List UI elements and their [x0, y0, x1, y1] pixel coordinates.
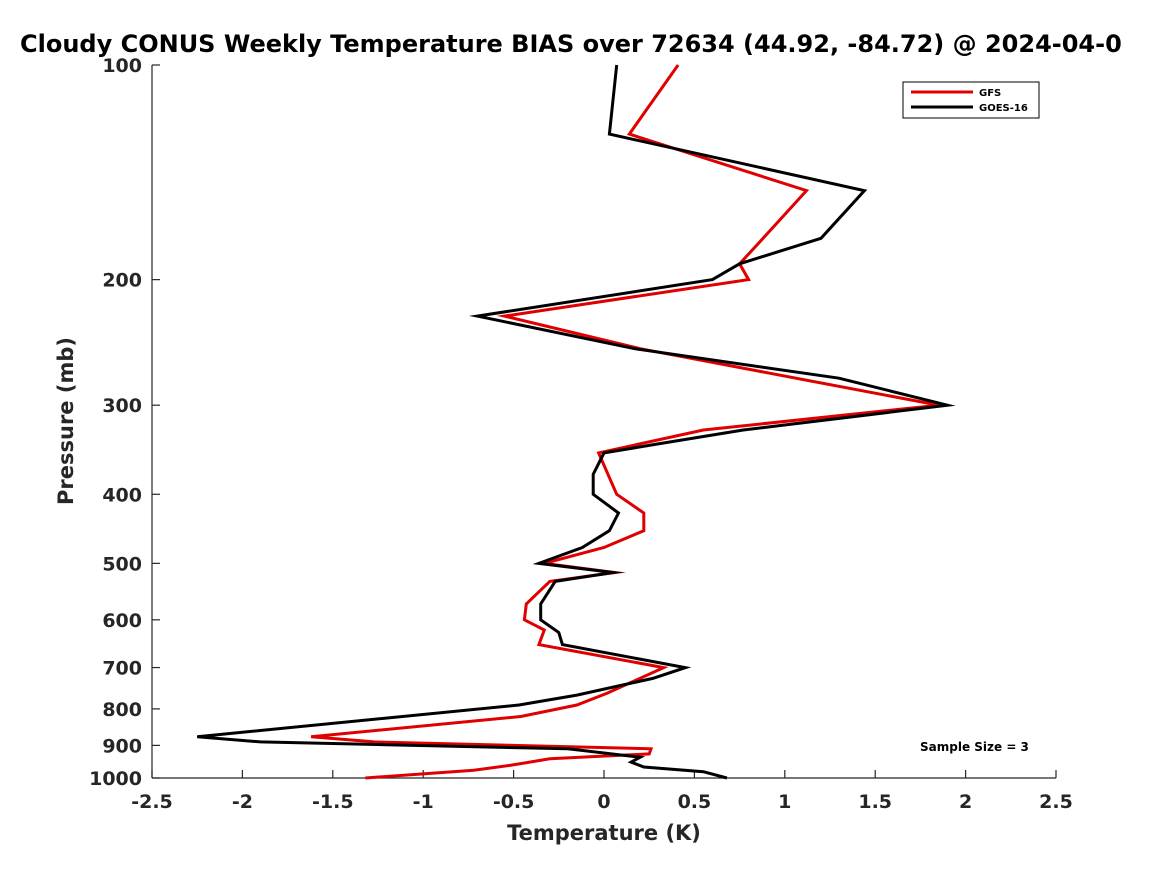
legend: GFS GOES-16	[902, 81, 1040, 119]
y-tick-label: 400	[102, 484, 142, 506]
y-axis-ticks: 100 200 300 400 500 600 700 800 900 1000	[89, 55, 160, 790]
legend-label-goes16: GOES-16	[979, 103, 1028, 114]
y-tick-label: 600	[102, 610, 142, 632]
x-tick-label: -0.5	[493, 791, 535, 813]
y-tick-label: 700	[102, 658, 142, 680]
x-tick-label: 1	[778, 791, 791, 813]
y-tick-label: 500	[102, 553, 142, 575]
plot-area: -2.5 -2 -1.5 -1 -0.5 0 0.5 1 1.5 2 2.5 100 200 300 40…	[89, 55, 1073, 813]
x-tick-label: -2	[232, 791, 253, 813]
legend-box	[902, 81, 1040, 119]
x-tick-label: -2.5	[131, 791, 173, 813]
sample-size-annotation: Sample Size = 3	[920, 740, 1029, 754]
x-tick-label: -1	[413, 791, 434, 813]
y-tick-label: 200	[102, 270, 142, 292]
series-line-goes16	[197, 64, 956, 780]
x-tick-label: -1.5	[312, 791, 354, 813]
x-tick-label: 2	[959, 791, 972, 813]
x-tick-label: 0.5	[678, 791, 712, 813]
legend-label-gfs: GFS	[979, 88, 1001, 99]
y-tick-label: 100	[102, 55, 142, 77]
y-axis-label: Pressure (mb)	[54, 337, 78, 505]
x-tick-label: 1.5	[858, 791, 892, 813]
x-axis-label: Temperature (K)	[507, 821, 701, 845]
x-tick-label: 0	[597, 791, 610, 813]
x-axis-ticks: -2.5 -2 -1.5 -1 -0.5 0 0.5 1 1.5 2 2.5	[131, 770, 1073, 813]
series-lines	[197, 64, 956, 780]
x-tick-label: 2.5	[1039, 791, 1073, 813]
y-tick-label: 300	[102, 395, 142, 417]
y-tick-label: 1000	[89, 768, 142, 790]
y-tick-label: 800	[102, 699, 142, 721]
y-tick-label: 900	[102, 735, 142, 757]
chart-title: Cloudy CONUS Weekly Temperature BIAS ove…	[20, 30, 1122, 58]
